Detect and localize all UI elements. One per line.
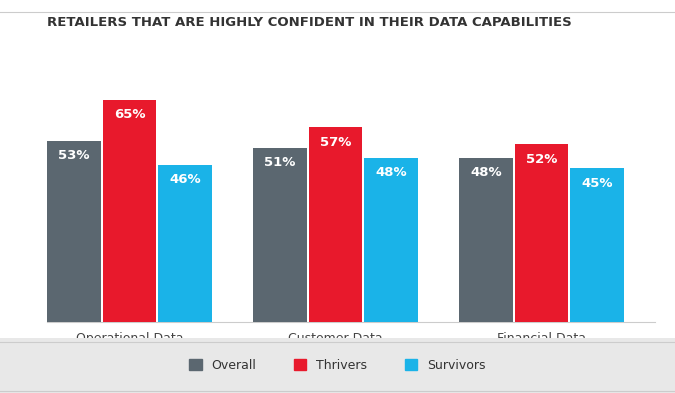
Text: 53%: 53% — [58, 149, 90, 162]
Bar — [570, 168, 624, 322]
Text: 51%: 51% — [265, 156, 296, 169]
Text: 57%: 57% — [320, 136, 351, 149]
Text: RETAILERS THAT ARE HIGHLY CONFIDENT IN THEIR DATA CAPABILITIES: RETAILERS THAT ARE HIGHLY CONFIDENT IN T… — [47, 16, 572, 29]
Text: 52%: 52% — [526, 152, 557, 166]
Legend: Overall, Thrivers, Survivors: Overall, Thrivers, Survivors — [184, 354, 491, 377]
Text: 48%: 48% — [375, 166, 407, 179]
Bar — [308, 127, 362, 322]
Bar — [459, 158, 512, 322]
Bar — [103, 99, 157, 322]
Text: 48%: 48% — [470, 166, 502, 179]
Bar — [364, 158, 418, 322]
Text: 65%: 65% — [114, 108, 145, 121]
Bar — [47, 141, 101, 322]
Text: 45%: 45% — [581, 176, 613, 190]
Bar — [159, 165, 212, 322]
Text: 46%: 46% — [169, 173, 201, 186]
Bar — [515, 144, 568, 322]
Bar — [253, 147, 306, 322]
